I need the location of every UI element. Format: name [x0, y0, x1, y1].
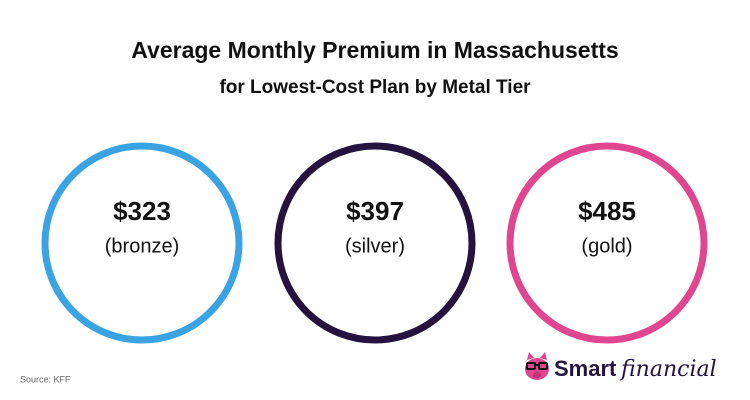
tier-circle [506, 142, 708, 344]
premium-value: $323 [113, 196, 171, 226]
subtitle: for Lowest-Cost Plan by Metal Tier [219, 77, 531, 98]
title: Average Monthly Premium in Massachusetts [131, 37, 618, 63]
tier-label: (bronze) [105, 235, 179, 257]
logo-icon [525, 352, 549, 380]
logo-script: financial [619, 357, 717, 382]
logo: Smart financial [525, 352, 717, 382]
premium-value: $397 [346, 196, 404, 226]
tier-circle [41, 142, 243, 344]
logo-bold: Smart [554, 356, 617, 381]
source: Source: KFF [20, 374, 71, 384]
tier-circle [274, 142, 476, 344]
tier-label: (gold) [581, 235, 632, 257]
tier-label: (silver) [345, 235, 405, 257]
premium-value: $485 [578, 196, 636, 226]
